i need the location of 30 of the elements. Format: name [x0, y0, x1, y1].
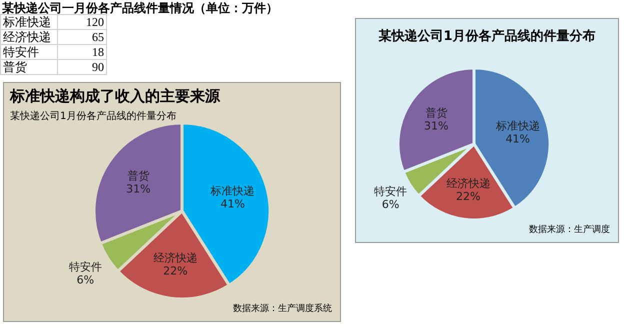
chart-title: 标准快递构成了收入的主要来源 — [10, 87, 220, 106]
data-label: 65 — [58, 30, 106, 44]
data-label: 90 — [58, 60, 106, 74]
data-label: 18 — [58, 44, 106, 60]
source-note: 数据来源：生产调度 — [529, 224, 610, 236]
data-label: 31% — [424, 119, 449, 132]
slice-label: 标准快递 — [494, 119, 540, 132]
category-label: 普货 — [0, 60, 58, 74]
slice-label: 特安件 — [68, 260, 102, 274]
slice-label: 经济快递 — [446, 177, 490, 190]
data-label: 41% — [506, 132, 530, 146]
category-label: 特安件 — [0, 44, 58, 60]
chart-title: 某快递公司1月份各产品线的件量分布 — [377, 28, 597, 45]
slice-label: 普货 — [127, 169, 150, 182]
category-label: 经济快递 — [0, 30, 58, 44]
text: 某快递公司一月份各产品线件量情况（单位：万件） — [2, 0, 278, 16]
data-label: 22% — [456, 190, 481, 204]
chart-subtitle: 某快递公司1月份各产品线的件量分布 — [10, 110, 176, 123]
slice-label: 经济快递 — [153, 251, 198, 264]
data-label: 6% — [76, 273, 94, 286]
data-label: 6% — [382, 198, 400, 211]
data-label: 41% — [220, 197, 245, 210]
data-label: 120 — [58, 14, 106, 30]
slice-label: 标准快递 — [210, 184, 255, 198]
category-label: 标准快递 — [0, 14, 58, 30]
slice-label: 特安件 — [374, 184, 408, 198]
data-label: 31% — [126, 182, 151, 196]
slice-label: 普货 — [425, 106, 448, 120]
data-label: 22% — [163, 264, 188, 278]
source-note: 数据来源：生产调度系统 — [233, 302, 332, 315]
